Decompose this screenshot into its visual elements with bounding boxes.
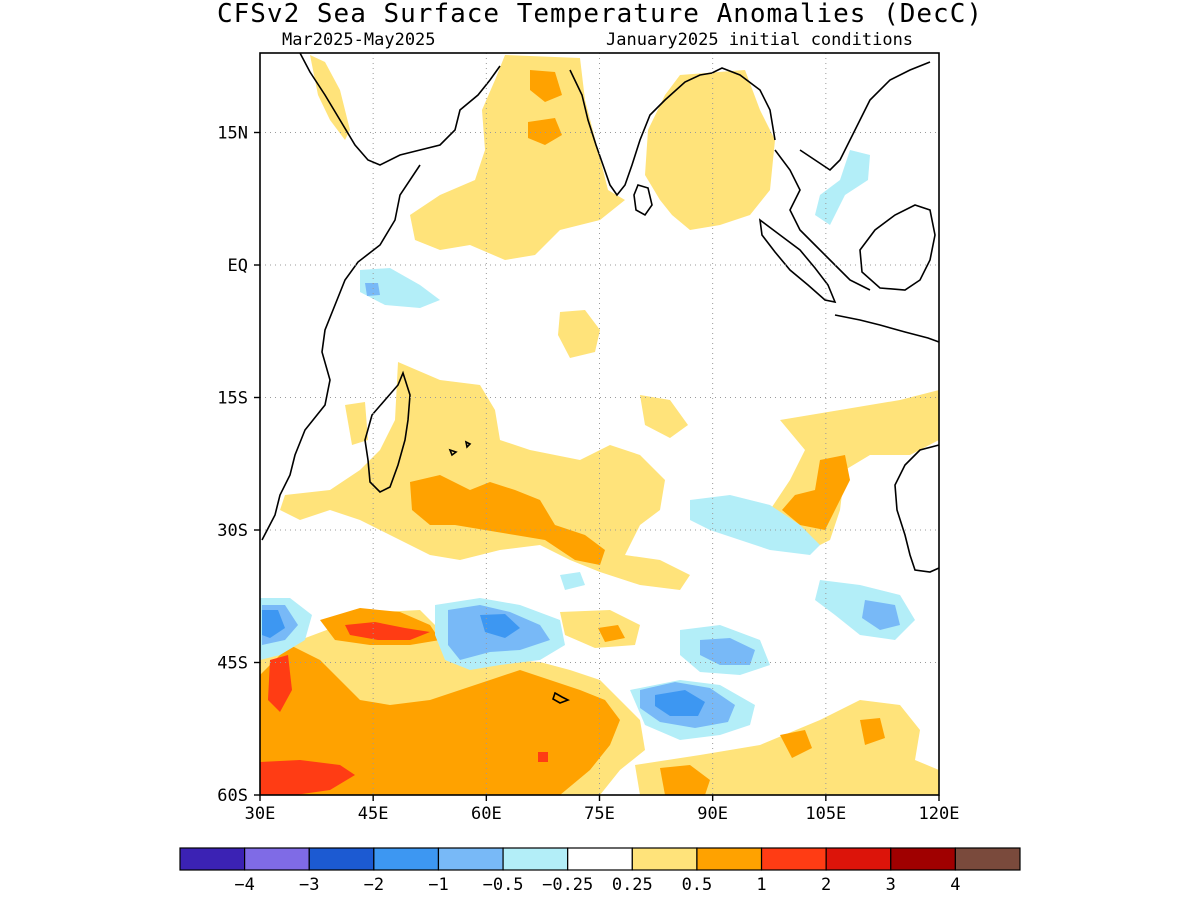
cool-anomaly-blue-1 <box>480 614 520 638</box>
colorbar-label: 0.25 <box>612 875 653 895</box>
java-coastline <box>834 314 940 343</box>
sumatra-coastline <box>758 218 837 304</box>
anomaly-fields <box>260 55 939 795</box>
cool-anomaly-light-blue-3 <box>700 638 755 665</box>
warm-anomaly-mid-west <box>345 402 368 445</box>
lat-tick-label: 15S <box>217 389 248 409</box>
sri-lanka-coastline <box>633 184 653 217</box>
cool-anomaly-equatorial-west <box>360 268 440 308</box>
anomaly-south-east-orange <box>660 765 710 795</box>
lon-tick-label: 60E <box>471 804 502 824</box>
lon-tick-label: 45E <box>358 804 389 824</box>
lat-tick-label: 30S <box>217 521 248 541</box>
colorbar: −4 −3 −2 −1 −0.5 −0.25 0.25 0.5 1 2 3 4 <box>179 847 1021 895</box>
colorbar-swatch <box>696 847 763 871</box>
map-title: CFSv2 Sea Surface Temperature Anomalies … <box>216 0 984 29</box>
southeast-asia-coastline <box>774 61 931 291</box>
colorbar-swatch <box>373 847 440 871</box>
anomaly-south-east-orange-3 <box>860 718 885 745</box>
anomaly-south-west-orange <box>260 645 620 795</box>
anomaly-mid-orange-spot <box>598 625 625 642</box>
initial-conditions: January2025 initial conditions <box>606 30 914 50</box>
colorbar-swatch <box>179 847 246 871</box>
mascarene-islands <box>448 440 472 457</box>
colorbar-swatch <box>890 847 956 871</box>
cool-anomaly-light-blue-4 <box>862 600 900 630</box>
lat-tick-label: 15N <box>217 124 248 144</box>
cool-anomaly-blue-2 <box>655 690 705 716</box>
lon-tick-label: 30E <box>245 804 276 824</box>
lon-tick-label: 90E <box>697 804 728 824</box>
colorbar-swatch <box>954 847 1021 871</box>
forecast-period: Mar2025-May2025 <box>282 30 436 50</box>
anomaly-south-east-orange-2 <box>780 730 812 758</box>
colorbar-label: 2 <box>821 875 831 895</box>
borneo-coastline <box>859 204 936 291</box>
lon-tick-label: 120E <box>919 804 960 824</box>
warm-anomaly-north-mid <box>640 395 688 438</box>
lat-tick-label: 60S <box>217 786 248 806</box>
anomaly-red-patch-3 <box>260 760 355 795</box>
india-coastline <box>569 67 776 197</box>
anomaly-arabian-sea-orange-2 <box>528 118 562 145</box>
anomaly-east-orange <box>782 455 850 530</box>
colorbar-swatch <box>308 847 375 871</box>
lat-tick-label: 45S <box>217 654 248 674</box>
warm-anomaly-bay-of-bengal <box>645 70 775 230</box>
lon-tick-label: 105E <box>805 804 846 824</box>
colorbar-label: −1 <box>428 875 448 895</box>
colorbar-swatch <box>760 847 827 871</box>
anomaly-arabian-sea-orange <box>530 70 562 102</box>
warm-anomaly-south-central <box>280 362 690 590</box>
anomaly-south-central-orange <box>410 475 605 565</box>
kerguelen-coastline <box>552 691 570 704</box>
africa-coastline <box>261 52 501 541</box>
coastlines <box>261 52 940 704</box>
lat-tick-label: EQ <box>228 256 248 276</box>
gridlines <box>260 53 939 795</box>
colorbar-label: 3 <box>886 875 896 895</box>
warm-anomaly-arabian-sea <box>410 55 625 260</box>
lon-tick-label: 75E <box>584 804 615 824</box>
cool-anomaly-blue-3 <box>262 610 285 638</box>
colorbar-label: −0.5 <box>483 875 524 895</box>
colorbar-swatch <box>502 847 569 871</box>
colorbar-label: 4 <box>950 875 960 895</box>
colorbar-label: 1 <box>756 875 766 895</box>
colorbar-swatch <box>825 847 892 871</box>
colorbar-label: −0.25 <box>542 875 593 895</box>
colorbar-label: −3 <box>299 875 319 895</box>
warm-anomaly-central <box>558 310 600 358</box>
colorbar-label: 0.5 <box>682 875 713 895</box>
cool-anomaly-south-east-1 <box>690 495 820 555</box>
axis-labels: 30E 45E 60E 75E 90E 105E 120E 15N EQ 15S 30S 45S 60S <box>217 124 959 825</box>
colorbar-swatch <box>437 847 504 871</box>
anomaly-red-spot <box>538 752 548 762</box>
cool-anomaly-south-small <box>560 572 585 590</box>
australia-coastline <box>894 444 940 573</box>
colorbar-swatch <box>567 847 633 871</box>
colorbar-label: −2 <box>364 875 384 895</box>
colorbar-swatch <box>631 847 698 871</box>
cool-anomaly-light-blue-6 <box>365 283 380 296</box>
colorbar-swatch <box>244 847 310 871</box>
cool-anomaly-gulf-thailand <box>815 150 870 225</box>
colorbar-label: −4 <box>234 875 254 895</box>
anomaly-red-patch-2 <box>268 655 292 712</box>
madagascar-coastline <box>364 370 411 493</box>
anomaly-red-patch-1 <box>345 622 430 640</box>
